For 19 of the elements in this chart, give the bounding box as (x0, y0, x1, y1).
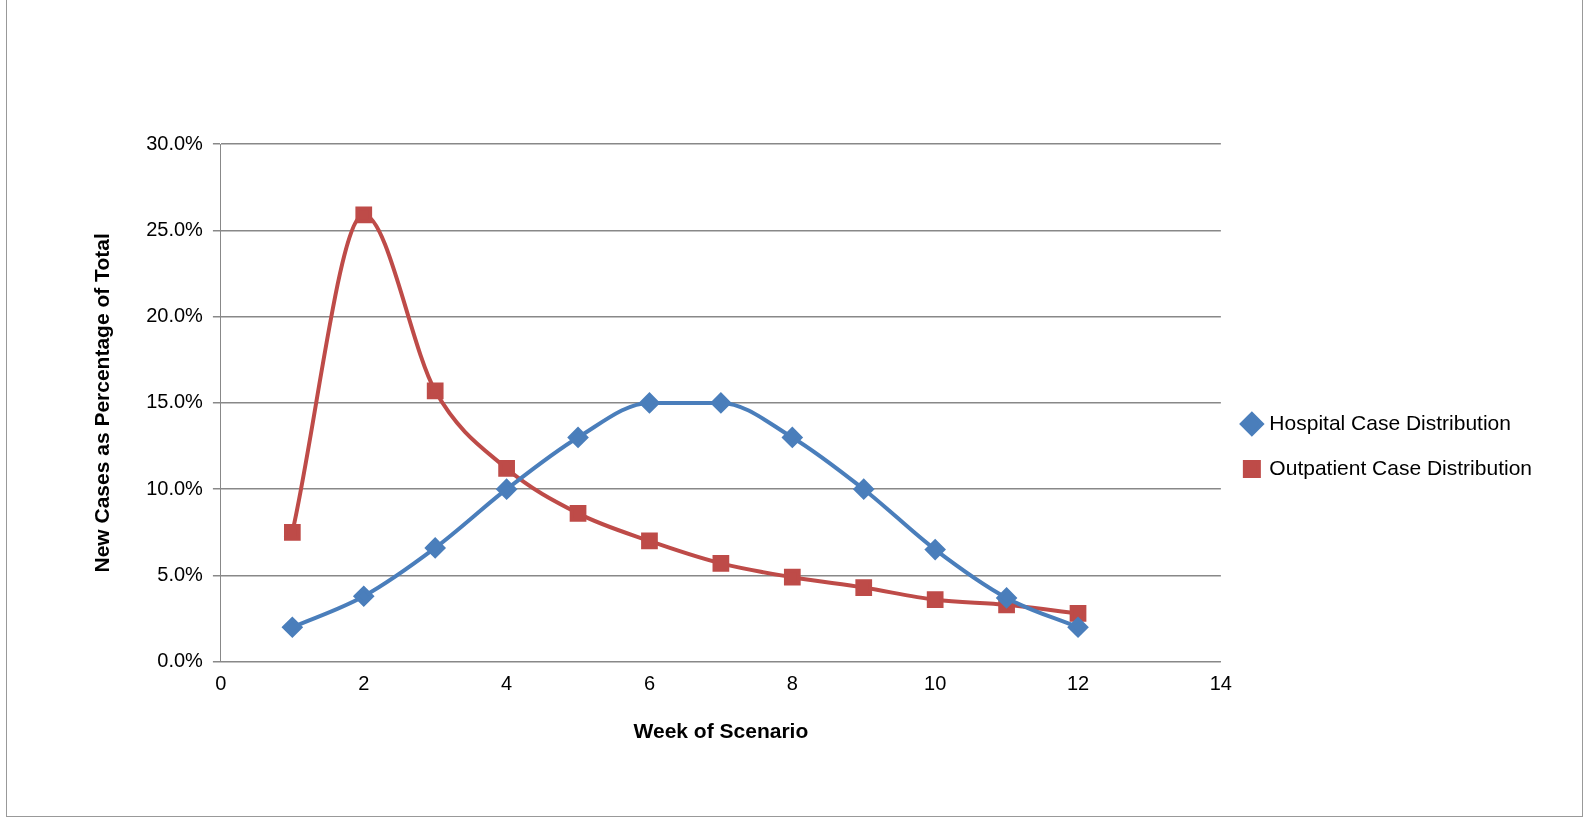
y-tick-label: 5.0% (157, 563, 204, 586)
legend-label: Outpatient Case Distribution (1269, 455, 1533, 479)
legend-label: Hospital Case Distribution (1269, 410, 1511, 434)
x-tick-label: 12 (1066, 672, 1090, 695)
x-tick-label: 10 (924, 672, 947, 695)
x-tick-label: 2 (358, 672, 370, 695)
x-axis-title: Week of Scenario (633, 719, 809, 743)
y-axis-title: New Cases as Percentage of Total (90, 233, 114, 573)
y-tick-label: 20.0% (146, 304, 204, 327)
x-tick-label: 14 (1209, 672, 1232, 695)
y-tick-label: 0.0% (157, 649, 204, 672)
x-tick-label: 6 (643, 672, 656, 695)
y-tick-label: 30.0% (146, 131, 204, 154)
x-tick-label: 0 (215, 672, 227, 695)
x-tick-label: 4 (501, 672, 513, 695)
y-tick-label: 25.0% (146, 217, 204, 240)
x-tick-label: 8 (786, 672, 798, 695)
y-tick-label: 10.0% (146, 476, 204, 499)
y-tick-label: 15.0% (146, 390, 204, 413)
